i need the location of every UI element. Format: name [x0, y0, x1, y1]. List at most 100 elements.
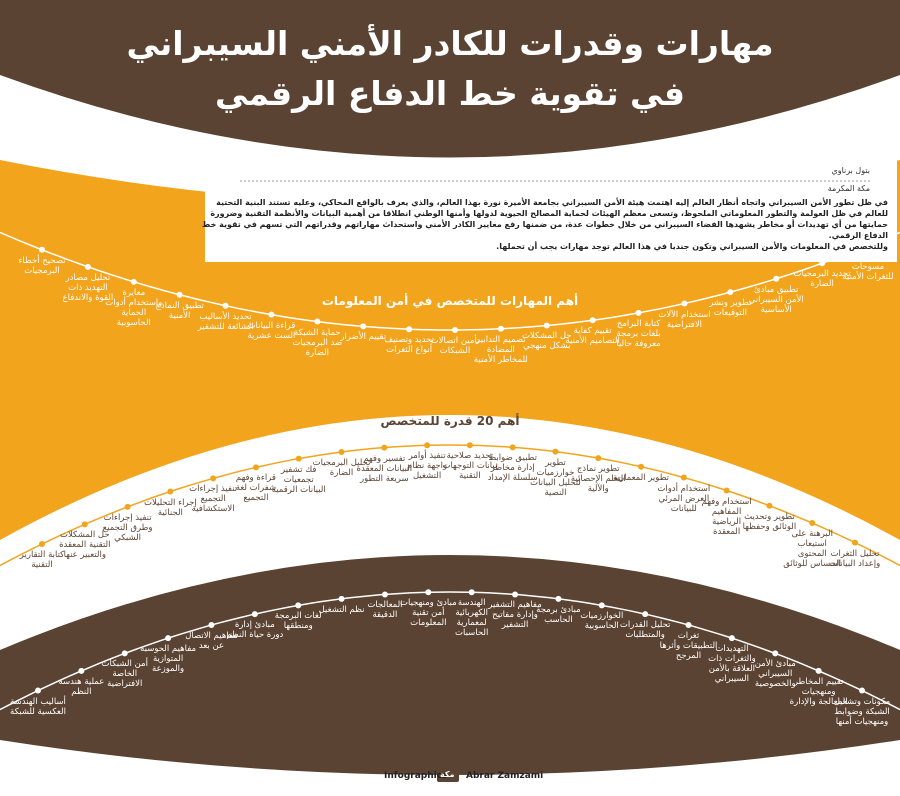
- arc-line: [0, 444, 900, 567]
- arc-dot: [859, 687, 865, 694]
- section-item: تقييم كفاية التصاميم الأمنية: [565, 326, 620, 347]
- arc-dot: [252, 464, 259, 471]
- arc-dot: [723, 487, 730, 494]
- section-item: تحليل الثغرات وإعداد البيانات: [829, 548, 881, 569]
- section-item: إجراء التحليلات الجنائية: [143, 497, 197, 518]
- section-item: أساليب الهندسة العكسية للشبكة: [10, 696, 66, 717]
- arc-dot: [360, 323, 367, 330]
- arc-dot: [598, 602, 605, 609]
- arc-dot: [497, 325, 504, 332]
- arc-dot: [595, 455, 602, 462]
- section-item: كفاءة أداء مسوحات للثغرات الأمنية: [842, 251, 894, 282]
- section-item: تقييم المخاطر ومنهجيات المعالجة والإدارة: [789, 676, 848, 707]
- section-item: تطوير وتحديث الوثائق وحفظها: [742, 511, 797, 532]
- section-item: مبادئ الأمن السيبراني والخصوصية: [754, 659, 796, 690]
- arc-dot: [425, 589, 432, 596]
- section-item: الهندسة الكهربائية لمعمارية الحاسبات: [455, 598, 489, 639]
- arc-dot: [466, 442, 473, 449]
- section-item: مبادئ ومنهجيات أمن تقنية المعلومات: [399, 598, 457, 629]
- section-item: تصميم التدابير المضادة للمخاطر الأمنية: [473, 334, 528, 365]
- section-item: مفاهيم الحوسبة المتوازية والموزعة: [140, 644, 197, 675]
- section-item: تحديد البرمجيات الضارة: [793, 269, 851, 290]
- section-title: أهم 20 قدرة للمتخصص: [380, 414, 520, 428]
- intro-paragraph: في ظل تطور الأمن السيبراني واتجاه أنظار …: [202, 198, 888, 240]
- section-item: تحليل البرمجيات الضارة: [312, 457, 371, 478]
- arc-dot: [39, 541, 45, 548]
- section-item: تطوير المعمارية: [613, 472, 670, 483]
- section-item: تقييم الأضرار: [340, 332, 387, 343]
- arc-dot: [39, 246, 45, 253]
- designer: Abrar Zamzami: [466, 771, 544, 781]
- section-item: تنفيذ إجراءات التجميع الاستكشافية: [189, 484, 238, 515]
- section-item: تطبيق مبادئ الأمن السيبراني الأساسية: [748, 284, 804, 315]
- arc-dot: [35, 687, 41, 694]
- footer-label: Infographics: [384, 771, 448, 781]
- arc-dot: [208, 622, 215, 629]
- arc-line: [0, 591, 900, 711]
- arc-dot: [314, 318, 321, 325]
- arc-dot: [681, 300, 688, 307]
- arc-dot: [589, 317, 596, 324]
- section-item: ثغرات التطبيقات وأثرها المرجح: [659, 631, 718, 662]
- arc-dot: [424, 442, 431, 449]
- arc-dot: [130, 278, 137, 285]
- arc-dot: [468, 589, 475, 596]
- section-item: تطوير نماذج التعلم الإحصائية والآلية: [570, 464, 626, 495]
- section-item: استخدام وفهم المفاهيم الرياضية المعقدة: [701, 496, 752, 537]
- section-item: تحديد صلاحية بيانات التوجهات التقنية: [442, 451, 498, 482]
- section-item: عملية هندسة النظم: [58, 676, 105, 697]
- section-item: تنفيذ أوامر واجهة نظام التشغيل: [407, 451, 448, 482]
- arc-dot: [512, 591, 519, 598]
- section-item: حل المشكلات التقنية المعقدة والتعبير عنه…: [59, 530, 111, 561]
- section-item: لغات البرمجة ومنطقها: [274, 611, 322, 632]
- section-item: الخوارزميات الحاسوبية: [580, 611, 624, 632]
- section-item: نظم التشغيل: [318, 604, 365, 615]
- section-item: التهديدات والثغرات ذات العلاقة بالأمن ال…: [708, 644, 756, 685]
- section-item: تحديد الأساليب الشائعة للتشفير: [197, 311, 254, 332]
- arc-dot: [176, 291, 183, 298]
- top-band: [0, 0, 900, 158]
- arc-dot: [381, 444, 388, 451]
- arc-dot: [685, 622, 692, 629]
- section-item: تطوير خوارزميات لتحليل البيانات النصية: [530, 457, 581, 498]
- arc-dot: [452, 326, 458, 333]
- section-item: المعالجات الدقيقة: [367, 600, 403, 621]
- logo: مكة: [440, 770, 455, 779]
- arc-dot: [555, 595, 562, 602]
- section-item: تأمين اتصالات الشبكات: [430, 335, 480, 356]
- arc-dot: [766, 502, 773, 509]
- arc-dot: [642, 611, 649, 618]
- section-item: مكونات وتشغيل الشبكة وضوابط ومنهجيات أمن…: [833, 696, 891, 727]
- section-item: تصحيح أخطاء البرمجيات: [18, 255, 66, 276]
- bottom-band: [0, 555, 900, 775]
- section-item: قراءة البيانات الست عشرية: [247, 320, 296, 341]
- section-item: أمن الشبكات الخاصة الافتراضية: [101, 659, 148, 690]
- title-line: مهارات وقدرات للكادر الأمني السيبراني: [126, 24, 774, 63]
- author: بتول برناوي: [831, 166, 870, 175]
- arc-dot: [295, 602, 302, 609]
- arc-dot: [680, 474, 687, 481]
- intro-paragraph: وللتخصص في المعلومات والأمن السيبراني وت…: [496, 242, 888, 251]
- section-item: مبادئ إدارة دورة حياة النظم: [226, 620, 284, 641]
- arc-dot: [78, 667, 85, 674]
- section-item: مفاهيم الاتصال عن بعد: [185, 631, 238, 652]
- section-item: تحليل مصادر التهديد ذات القوة والاندفاع: [62, 272, 114, 303]
- arc-dot: [381, 591, 388, 598]
- arc-dot: [543, 322, 550, 329]
- section-item: حماية الشبكة ضد البرمجيات الضارة: [292, 327, 343, 358]
- section-item: تطوير ونشر التوقيعات: [709, 298, 752, 319]
- arc-dot: [222, 302, 229, 309]
- section-item: مفاهيم التشفير وإدارة مفاتيح التشفير: [488, 600, 542, 631]
- arc-dot: [815, 667, 822, 674]
- arc-dot: [728, 635, 735, 642]
- intro-box: [205, 160, 897, 262]
- section-item: تنفيذ إجراءات وطرق التجميع الشبكي: [102, 512, 153, 543]
- section-item: حل المشكلات بشكل منهجي: [521, 331, 572, 352]
- arc-dot: [552, 448, 559, 455]
- arc-dot: [84, 263, 91, 270]
- arc-dot: [852, 539, 858, 546]
- arc-dot: [338, 448, 345, 455]
- arc-dot: [819, 260, 826, 267]
- section-item: فك تشفير تجمعيات البيانات الرقمية: [271, 464, 326, 495]
- arc-dot: [772, 650, 779, 657]
